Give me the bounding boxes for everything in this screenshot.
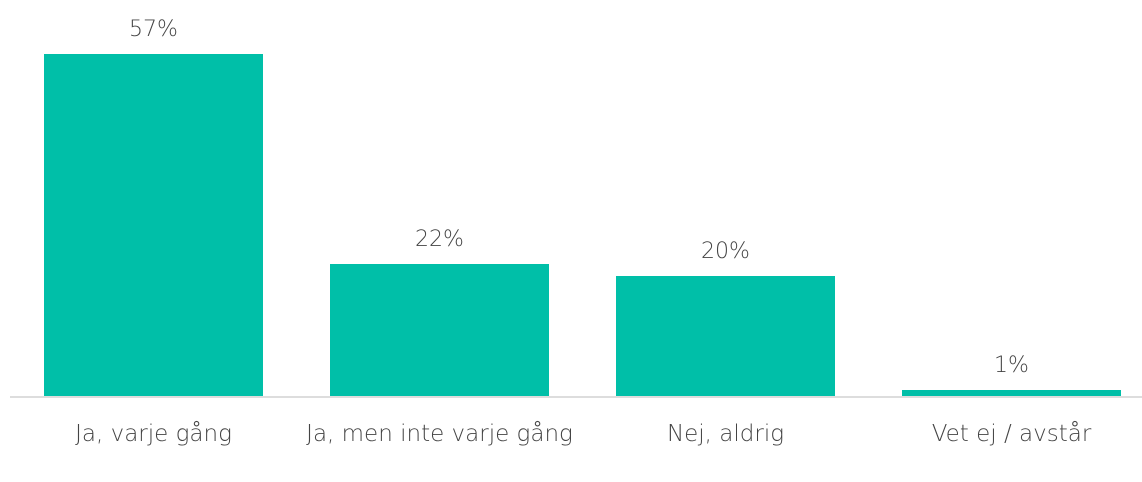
bar <box>330 264 549 396</box>
value-label: 57% <box>129 17 178 42</box>
bar <box>44 54 263 396</box>
value-label: 1% <box>994 353 1029 378</box>
x-tick-label: Vet ej / avstår <box>931 421 1092 447</box>
bar <box>616 276 835 396</box>
bar <box>902 390 1121 396</box>
value-label: 20% <box>701 239 750 264</box>
x-tick-label: Ja, varje gång <box>75 421 232 447</box>
value-label: 22% <box>415 227 464 252</box>
x-tick-label: Nej, aldrig <box>666 421 785 447</box>
x-tick-label: Ja, men inte varje gång <box>306 421 573 447</box>
